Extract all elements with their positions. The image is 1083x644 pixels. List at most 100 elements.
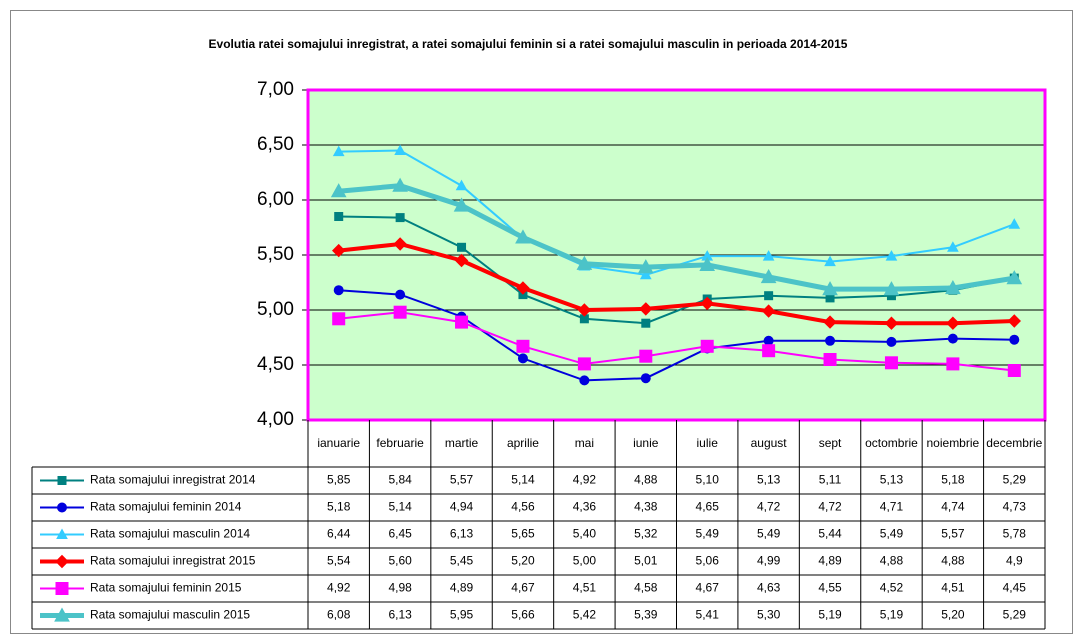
marker (823, 315, 837, 329)
table-value: 5,00 (573, 554, 597, 568)
table-value: 5,11 (819, 473, 842, 487)
table-value: 4,63 (757, 581, 781, 595)
table-value: 5,84 (388, 473, 412, 487)
marker (393, 305, 407, 319)
table-value: 4,88 (880, 554, 904, 568)
x-category-cell: decembrie (986, 436, 1042, 450)
table-value: 5,32 (634, 527, 658, 541)
marker (455, 179, 468, 191)
table-value: 4,92 (573, 473, 597, 487)
table-value: 4,72 (757, 500, 781, 514)
table-value: 5,49 (757, 527, 781, 541)
table-value: 5,65 (511, 527, 535, 541)
marker (1007, 314, 1021, 328)
x-tick-label: martie (444, 435, 479, 450)
table-value: 5,19 (818, 608, 842, 622)
table-value: 5,30 (757, 608, 781, 622)
x-category-cell: iunie (633, 436, 658, 450)
marker (947, 241, 959, 252)
x-tick-label: noiembrie (926, 435, 980, 450)
marker (57, 476, 67, 485)
marker (640, 373, 651, 384)
marker (57, 502, 67, 513)
series-line (338, 183, 1015, 292)
table-value: 5,85 (327, 473, 351, 487)
table-value: 4,71 (880, 500, 904, 514)
table-value: 4,74 (941, 500, 965, 514)
x-tick-label: iulie (696, 435, 718, 450)
table-value: 5,14 (388, 500, 412, 514)
marker (762, 250, 775, 261)
table-value: 5,54 (327, 554, 351, 568)
table-value: 4,73 (1003, 500, 1027, 514)
x-category-cell: noiembrie (926, 435, 980, 450)
marker (395, 213, 405, 223)
x-tick-label: octombrie (865, 435, 918, 450)
table-value: 6,08 (327, 608, 351, 622)
y-tick-label: 6,00 (257, 189, 294, 210)
marker (639, 302, 653, 316)
marker (576, 255, 593, 270)
marker (886, 336, 897, 347)
marker (641, 318, 651, 328)
table-value: 4,72 (818, 500, 842, 514)
table-value: 5,20 (941, 608, 965, 622)
marker (395, 289, 406, 300)
table-value: 4,65 (696, 500, 720, 514)
table-value: 4,56 (511, 500, 535, 514)
table-value: 5,45 (450, 554, 474, 568)
table-value: 5,49 (696, 527, 720, 541)
marker (1009, 334, 1020, 345)
table-value: 6,45 (388, 527, 412, 541)
x-tick-label: sept (818, 435, 842, 450)
table-value: 5,10 (696, 473, 720, 487)
marker (516, 281, 530, 295)
marker (515, 229, 531, 244)
table-value: 5,13 (880, 473, 904, 487)
x-category-cell: august (751, 436, 787, 450)
legend-label: Rata somajului inregistrat 2014 (90, 473, 256, 487)
table-value: 5,39 (634, 608, 658, 622)
marker (761, 304, 776, 318)
marker (945, 279, 961, 295)
marker (639, 349, 653, 363)
table-value: 4,45 (1003, 581, 1027, 595)
table-value: 5,57 (941, 527, 965, 541)
table-value: 4,99 (757, 554, 781, 568)
table-value: 4,55 (818, 581, 842, 595)
table-value: 5,01 (634, 554, 658, 568)
series-line (338, 311, 1015, 372)
table-value: 5,18 (941, 473, 965, 487)
table-value: 5,57 (450, 473, 474, 487)
table-value: 4,92 (327, 581, 351, 595)
table-value: 4,89 (818, 554, 842, 568)
series-line (338, 289, 1015, 382)
marker (392, 177, 408, 192)
table-value: 4,52 (880, 581, 904, 595)
x-category-cell: octombrie (865, 435, 918, 450)
marker (54, 607, 70, 622)
table-value: 5,60 (388, 554, 412, 568)
table-value: 5,41 (696, 608, 720, 622)
marker (55, 554, 69, 569)
table-value: 4,36 (573, 500, 597, 514)
marker (639, 268, 652, 280)
legend-label: Rata somajului feminin 2014 (90, 500, 242, 514)
marker (334, 212, 344, 221)
table-value: 5,20 (511, 554, 535, 568)
y-tick-label: 5,50 (257, 244, 294, 265)
marker (700, 296, 714, 311)
table-value: 4,89 (450, 581, 474, 595)
table-value: 6,44 (327, 527, 351, 541)
table-value: 5,95 (450, 608, 474, 622)
marker (577, 303, 592, 317)
marker (946, 316, 960, 330)
x-category-cell: ianuarie (317, 436, 360, 450)
table-value: 5,44 (818, 527, 842, 541)
marker (885, 250, 898, 261)
marker (455, 315, 469, 329)
table-value: 4,38 (634, 500, 658, 514)
table-value: 4,94 (450, 500, 474, 514)
x-category-cell: aprilie (507, 436, 539, 450)
